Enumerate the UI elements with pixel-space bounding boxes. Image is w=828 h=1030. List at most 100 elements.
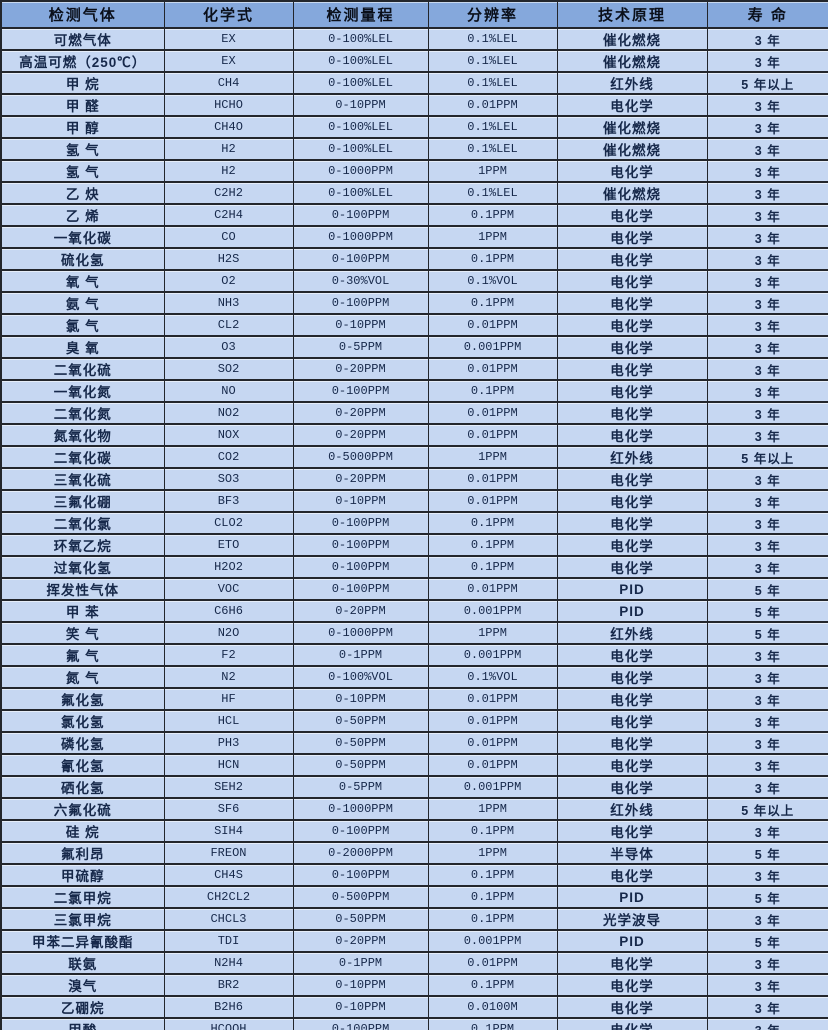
table-cell-formula: CH4S bbox=[163, 863, 294, 887]
table-cell-gas: 氟化氢 bbox=[0, 687, 165, 711]
table-cell-resolution: 0.01PPM bbox=[427, 423, 558, 447]
table-cell-lifespan: 3 年 bbox=[706, 995, 828, 1019]
table-cell-resolution: 0.01PPM bbox=[427, 687, 558, 711]
table-cell-gas: 氢 气 bbox=[0, 159, 165, 183]
table-cell-principle: PID bbox=[556, 885, 708, 909]
table-cell-formula: N2H4 bbox=[163, 951, 294, 975]
table-row: 二氧化氮 NO2 0-20PPM 0.01PPM 电化学 3 年 bbox=[0, 401, 828, 425]
table-cell-range: 0-100PPM bbox=[292, 247, 429, 271]
table-cell-formula: NO2 bbox=[163, 401, 294, 425]
table-cell-resolution: 0.01PPM bbox=[427, 753, 558, 777]
table-cell-resolution: 1PPM bbox=[427, 225, 558, 249]
table-cell-principle: 电化学 bbox=[556, 533, 708, 557]
table-row: 二氧化碳 CO2 0-5000PPM 1PPM 红外线 5 年以上 bbox=[0, 445, 828, 469]
table-cell-gas: 甲苯二异氰酸酯 bbox=[0, 929, 165, 953]
table-cell-lifespan: 3 年 bbox=[706, 1017, 828, 1030]
table-cell-gas: 甲 烷 bbox=[0, 71, 165, 95]
table-cell-lifespan: 3 年 bbox=[706, 863, 828, 887]
table-cell-formula: H2 bbox=[163, 159, 294, 183]
header-row: 检测气体 化学式 检测量程 分辨率 技术原理寿 命 bbox=[0, 0, 828, 29]
table-row: 甲 醇 CH4O 0-100%LEL 0.1%LEL 催化燃烧 3 年 bbox=[0, 115, 828, 139]
table-row: 硅 烷 SIH4 0-100PPM 0.1PPM 电化学 3 年 bbox=[0, 819, 828, 843]
table-cell-lifespan: 3 年 bbox=[706, 269, 828, 293]
table-cell-resolution: 0.1%LEL bbox=[427, 181, 558, 205]
table-cell-principle: 电化学 bbox=[556, 555, 708, 579]
table-cell-principle: 电化学 bbox=[556, 687, 708, 711]
table-cell-principle: 红外线 bbox=[556, 445, 708, 469]
table-row: 氧 气 O2 0-30%VOL 0.1%VOL 电化学 3 年 bbox=[0, 269, 828, 293]
table-cell-principle: 电化学 bbox=[556, 379, 708, 403]
table-cell-range: 0-50PPM bbox=[292, 731, 429, 755]
table-cell-lifespan: 3 年 bbox=[706, 137, 828, 161]
table-cell-lifespan: 3 年 bbox=[706, 907, 828, 931]
table-cell-resolution: 1PPM bbox=[427, 841, 558, 865]
table-cell-formula: O3 bbox=[163, 335, 294, 359]
table-cell-gas: 氯化氢 bbox=[0, 709, 165, 733]
table-cell-range: 0-2000PPM bbox=[292, 841, 429, 865]
table-cell-resolution: 0.1%LEL bbox=[427, 71, 558, 95]
table-cell-gas: 二氧化碳 bbox=[0, 445, 165, 469]
table-cell-lifespan: 3 年 bbox=[706, 115, 828, 139]
table-cell-principle: 催化燃烧 bbox=[556, 27, 708, 51]
table-row: 氯 气 CL2 0-10PPM 0.01PPM 电化学 3 年 bbox=[0, 313, 828, 337]
table-cell-principle: 电化学 bbox=[556, 291, 708, 315]
table-cell-range: 0-100%LEL bbox=[292, 49, 429, 73]
table-cell-range: 0-10PPM bbox=[292, 313, 429, 337]
table-cell-lifespan: 3 年 bbox=[706, 819, 828, 843]
table-cell-gas: 臭 氧 bbox=[0, 335, 165, 359]
table-cell-lifespan: 3 年 bbox=[706, 643, 828, 667]
table-cell-formula: C6H6 bbox=[163, 599, 294, 623]
table-row: 六氟化硫 SF6 0-1000PPM 1PPM 红外线 5 年以上 bbox=[0, 797, 828, 821]
table-cell-formula: CH4O bbox=[163, 115, 294, 139]
table-cell-gas: 乙 烯 bbox=[0, 203, 165, 227]
table-cell-range: 0-100PPM bbox=[292, 577, 429, 601]
table-cell-gas: 二氧化氮 bbox=[0, 401, 165, 425]
table-cell-formula: CH2CL2 bbox=[163, 885, 294, 909]
table-cell-resolution: 0.1PPM bbox=[427, 863, 558, 887]
table-cell-principle: 红外线 bbox=[556, 621, 708, 645]
table-row: 乙硼烷 B2H6 0-10PPM 0.0100M 电化学 3 年 bbox=[0, 995, 828, 1019]
table-row: 乙 烯 C2H4 0-100PPM 0.1PPM 电化学 3 年 bbox=[0, 203, 828, 227]
table-cell-range: 0-5PPM bbox=[292, 775, 429, 799]
table-cell-range: 0-10PPM bbox=[292, 687, 429, 711]
table-cell-gas: 笑 气 bbox=[0, 621, 165, 645]
table-cell-formula: C2H2 bbox=[163, 181, 294, 205]
table-cell-principle: 电化学 bbox=[556, 643, 708, 667]
table-cell-principle: 电化学 bbox=[556, 269, 708, 293]
table-cell-range: 0-100PPM bbox=[292, 511, 429, 535]
table-cell-lifespan: 5 年 bbox=[706, 841, 828, 865]
column-header-formula: 化学式 bbox=[163, 0, 294, 29]
table-cell-formula: NO bbox=[163, 379, 294, 403]
table-row: 二氧化硫 SO2 0-20PPM 0.01PPM 电化学 3 年 bbox=[0, 357, 828, 381]
table-cell-formula: CO2 bbox=[163, 445, 294, 469]
table-cell-formula: SEH2 bbox=[163, 775, 294, 799]
table-cell-resolution: 0.0100M bbox=[427, 995, 558, 1019]
table-cell-lifespan: 5 年以上 bbox=[706, 71, 828, 95]
table-cell-range: 0-20PPM bbox=[292, 467, 429, 491]
table-cell-lifespan: 3 年 bbox=[706, 225, 828, 249]
table-cell-gas: 环氧乙烷 bbox=[0, 533, 165, 557]
table-cell-gas: 一氧化氮 bbox=[0, 379, 165, 403]
table-cell-formula: N2O bbox=[163, 621, 294, 645]
table-cell-principle: PID bbox=[556, 599, 708, 623]
table-cell-resolution: 0.1PPM bbox=[427, 555, 558, 579]
table-cell-formula: HCN bbox=[163, 753, 294, 777]
table-cell-principle: 红外线 bbox=[556, 71, 708, 95]
table-row: 氮氧化物 NOX 0-20PPM 0.01PPM 电化学 3 年 bbox=[0, 423, 828, 447]
table-cell-lifespan: 3 年 bbox=[706, 27, 828, 51]
table-cell-gas: 溴气 bbox=[0, 973, 165, 997]
table-cell-principle: 电化学 bbox=[556, 489, 708, 513]
table-row: 氟 气 F2 0-1PPM 0.001PPM 电化学 3 年 bbox=[0, 643, 828, 667]
table-cell-formula: SO2 bbox=[163, 357, 294, 381]
table-cell-principle: 电化学 bbox=[556, 401, 708, 425]
table-row: 硫化氢 H2S 0-100PPM 0.1PPM 电化学 3 年 bbox=[0, 247, 828, 271]
table-cell-formula: BF3 bbox=[163, 489, 294, 513]
table-cell-principle: 电化学 bbox=[556, 335, 708, 359]
table-cell-lifespan: 3 年 bbox=[706, 775, 828, 799]
table-cell-lifespan: 3 年 bbox=[706, 973, 828, 997]
table-row: 二氯甲烷 CH2CL2 0-500PPM 0.1PPM PID 5 年 bbox=[0, 885, 828, 909]
table-cell-range: 0-50PPM bbox=[292, 907, 429, 931]
table-cell-gas: 三氯甲烷 bbox=[0, 907, 165, 931]
table-cell-lifespan: 3 年 bbox=[706, 687, 828, 711]
table-cell-resolution: 0.1PPM bbox=[427, 379, 558, 403]
